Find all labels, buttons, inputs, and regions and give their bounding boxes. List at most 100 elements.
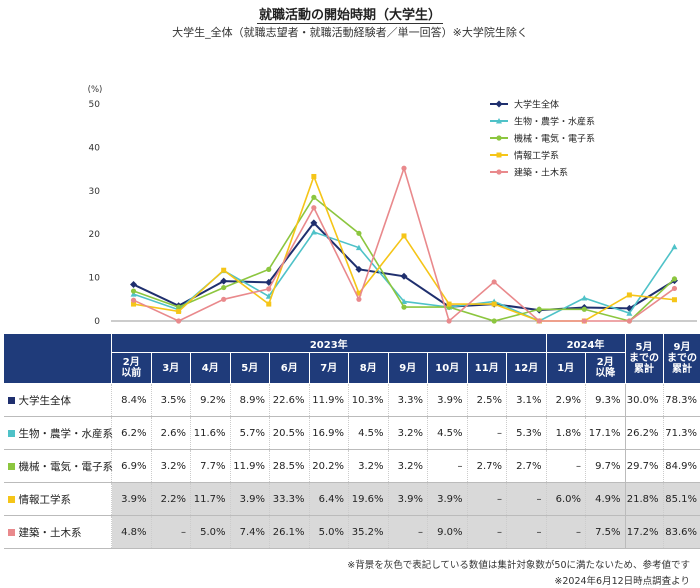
table-cell: 71.3% [662, 416, 700, 450]
data-point [400, 272, 408, 280]
series-swatch [7, 463, 15, 470]
table-cell: 3.9% [387, 482, 428, 516]
y-tick-label: 50 [89, 100, 101, 110]
data-point [265, 293, 272, 299]
table-cell: 85.1% [662, 482, 700, 516]
data-point [401, 165, 407, 171]
y-tick-label: 40 [89, 143, 101, 153]
table-cell: 6.0% [545, 482, 586, 516]
row-label: 大学生全体 [3, 383, 112, 417]
data-point [266, 301, 272, 307]
table-row: 建築・土木系 4.8% –5.0% 7.4% 26.1% 5.0% 35.2% –9.0% – –… [3, 515, 700, 549]
data-point [491, 279, 497, 285]
table-body: 大学生全体 8.4% 3.5% 9.2% 8.9% 22.6% 11.9% 10.3% 3.3%… [3, 383, 700, 549]
data-point [626, 292, 632, 298]
table-cell: 9.7% [585, 449, 625, 483]
table-cell: 9.3% [585, 383, 625, 417]
row-label-text: 生物・農学・水産系 [18, 427, 114, 440]
data-point [220, 277, 228, 285]
table-cell: 6.2% [111, 416, 151, 450]
table-cell: 3.2% [348, 449, 388, 483]
row-label-text: 情報工学系 [18, 493, 72, 506]
table-cell: 78.3% [662, 383, 700, 417]
table-cell: 9.0% [427, 515, 467, 549]
table-cell: 29.7% [624, 449, 663, 483]
table-cell: – [466, 515, 507, 549]
y-tick-label: 20 [89, 230, 101, 240]
data-point [491, 301, 497, 307]
legend-marker [496, 152, 502, 158]
data-point [131, 301, 137, 307]
legend-marker [496, 135, 502, 141]
row-label: 情報工学系 [3, 482, 112, 516]
series-swatch [7, 430, 15, 437]
table-cell: 11.7% [190, 482, 230, 516]
table-cell: 2.2% [150, 482, 191, 516]
table-cell: 2.6% [150, 416, 191, 450]
data-point [266, 286, 272, 292]
data-point [221, 267, 227, 273]
table-cell: 3.9% [111, 482, 151, 516]
data-point [266, 266, 272, 272]
data-point [310, 219, 318, 227]
table-cell: 10.3% [348, 383, 388, 417]
table-cell: – [545, 515, 586, 549]
table-cell: – [466, 416, 507, 450]
data-point [221, 296, 227, 302]
line-chart: (%) 0 10 20 30 40 50 大学生全体生物・農学・水産系機械・電気・電子系情報工… [88, 85, 697, 327]
table-cell: 11.9% [229, 449, 270, 483]
row-label: 建築・土木系 [3, 515, 112, 549]
data-point [356, 290, 362, 296]
legend-marker [495, 100, 503, 108]
table-row: 情報工学系 3.9% 2.2% 11.7% 3.9% 33.3% 6.4% 19.6% 3.9%… [3, 482, 700, 516]
page-subtitle: 大学生_全体（就職志望者・就職活動経験者／単一回答）※大学院生除く [172, 26, 528, 39]
month-header: 8月 [348, 352, 389, 384]
legend-label: 大学生全体 [514, 99, 559, 111]
table-cell: 17.2% [624, 515, 663, 549]
row-label: 機械・電気・電子系 [3, 449, 113, 483]
data-point [671, 243, 678, 250]
series-swatch [7, 496, 15, 503]
table-cell: 83.6% [662, 515, 700, 549]
table-cell: 30.0% [624, 383, 663, 417]
data-point [536, 306, 542, 312]
data-point [176, 308, 182, 314]
table-row: 機械・電気・電子系 6.9% 3.2% 7.7% 11.9% 28.5% 20.2% 3.2%… [3, 449, 700, 483]
series-swatch [7, 397, 15, 404]
table-cell: 4.9% [585, 482, 625, 516]
data-point [671, 276, 678, 282]
data-point [401, 304, 407, 310]
table-cell: 33.3% [269, 482, 309, 516]
data-point [355, 244, 362, 251]
table-cell: 3.1% [506, 383, 546, 417]
data-point [581, 294, 588, 301]
month-header: 10月 [427, 352, 468, 384]
row-label: 生物・農学・水産系 [3, 416, 114, 450]
cum-may-header: 5月 までの 累計 [624, 333, 664, 384]
y-tick-label: 0 [94, 317, 100, 327]
table-cell: 4.8% [111, 515, 151, 549]
table-cell: 22.6% [269, 383, 309, 417]
data-point [355, 265, 363, 273]
data-point [176, 318, 182, 324]
month-header: 9月 [387, 352, 428, 384]
series-line [133, 165, 675, 323]
table-cell: 7.7% [190, 449, 230, 483]
legend-label: 機械・電気・電子系 [514, 133, 595, 145]
table-cell: – [466, 482, 507, 516]
table-cell: 5.7% [229, 416, 270, 450]
month-header: 2月 以降 [585, 352, 626, 384]
month-header: 2月 以前 [111, 352, 152, 384]
table-cell: 2.9% [545, 383, 586, 417]
table-cell: – [427, 449, 467, 483]
table-cell: 17.1% [585, 416, 625, 450]
table-cell: 20.5% [269, 416, 309, 450]
table-cell: 1.8% [545, 416, 586, 450]
table-cell: 7.4% [229, 515, 270, 549]
table-cell: – [506, 515, 546, 549]
table-cell: 6.9% [111, 449, 151, 483]
table-cell: 84.9% [662, 449, 700, 483]
table-cell: 4.5% [348, 416, 388, 450]
table-cell: 6.4% [308, 482, 349, 516]
table-cell: 7.5% [585, 515, 625, 549]
